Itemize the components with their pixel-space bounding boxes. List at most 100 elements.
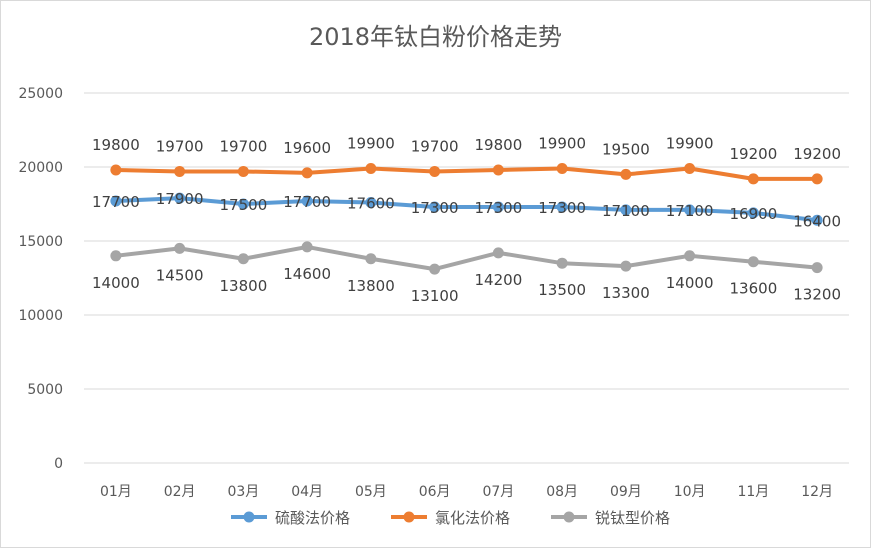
data-point: [110, 195, 122, 207]
data-label: 14000: [92, 274, 140, 292]
data-point: [365, 253, 377, 265]
data-point: [174, 192, 186, 204]
data-point: [811, 262, 823, 274]
data-label: 19900: [666, 134, 714, 152]
gridlines: [84, 92, 849, 464]
data-label: 19200: [793, 145, 841, 163]
data-label: 14600: [283, 265, 331, 283]
data-label: 13200: [793, 286, 841, 304]
series-1: [110, 192, 823, 226]
data-label: 17100: [602, 202, 650, 220]
data-point: [684, 250, 696, 262]
legend-label: 氯化法价格: [435, 509, 510, 527]
series-2: [110, 162, 823, 185]
data-point: [620, 260, 632, 272]
y-tick-label: 25000: [18, 86, 63, 102]
data-point: [556, 257, 568, 269]
series-line: [113, 196, 820, 223]
x-tick-label: 01月: [100, 484, 132, 500]
y-tick-label: 15000: [18, 234, 63, 250]
data-label: 14500: [156, 266, 204, 284]
data-label: 13800: [347, 277, 395, 295]
data-point: [365, 162, 377, 174]
data-label: 19500: [602, 140, 650, 158]
legend-swatch-marker: [403, 511, 415, 523]
series-line: [113, 244, 820, 272]
y-tick-label: 20000: [18, 160, 63, 176]
data-point: [684, 204, 696, 216]
data-point: [747, 207, 759, 219]
x-axis-ticks: 01月 02月 03月 04月 05月 06月 07月 08月 09月 10月 11月 12月: [100, 484, 833, 500]
data-label: 13800: [220, 277, 268, 295]
y-axis-ticks: 0 5000 10000 15000 20000 25000: [18, 86, 63, 472]
data-label: 19700: [156, 137, 204, 155]
x-tick-label: 05月: [355, 484, 387, 500]
x-tick-label: 11月: [737, 484, 769, 500]
data-label: 16900: [730, 205, 778, 223]
legend-label: 硫酸法价格: [275, 509, 350, 527]
data-label: 19700: [220, 137, 268, 155]
data-point: [301, 195, 313, 207]
data-label: 17300: [411, 199, 459, 217]
data-point: [110, 164, 122, 176]
data-label: 19900: [347, 134, 395, 152]
data-point: [110, 250, 122, 262]
series-3: [110, 241, 823, 275]
legend-swatch-marker: [563, 511, 575, 523]
data-label: 17500: [220, 196, 268, 214]
x-tick-label: 02月: [164, 484, 196, 500]
x-tick-label: 12月: [801, 484, 833, 500]
data-label: 17300: [475, 199, 523, 217]
data-point: [174, 165, 186, 177]
legend-item: 锐钛型价格: [551, 509, 670, 527]
data-label: 17700: [283, 193, 331, 211]
data-label: 19800: [92, 136, 140, 154]
data-point: [429, 165, 441, 177]
data-label: 19600: [283, 139, 331, 157]
legend: 硫酸法价格 氯化法价格 锐钛型价格: [231, 509, 670, 527]
series-line: [113, 166, 820, 181]
data-point: [174, 242, 186, 254]
legend-item: 硫酸法价格: [231, 509, 350, 527]
data-point: [492, 247, 504, 259]
data-point: [556, 162, 568, 174]
x-tick-label: 04月: [291, 484, 323, 500]
series-layer: [110, 162, 823, 275]
data-point: [747, 256, 759, 268]
legend-item: 氯化法价格: [391, 509, 510, 527]
data-point: [620, 204, 632, 216]
data-point: [237, 253, 249, 265]
x-tick-label: 03月: [227, 484, 259, 500]
legend-swatch-marker: [243, 511, 255, 523]
data-point: [237, 165, 249, 177]
data-point: [429, 201, 441, 213]
data-label: 17900: [156, 190, 204, 208]
data-point: [811, 214, 823, 226]
data-label: 17600: [347, 195, 395, 213]
data-point: [365, 197, 377, 209]
data-point: [747, 173, 759, 185]
data-point: [492, 201, 504, 213]
y-tick-label: 5000: [27, 382, 63, 398]
x-tick-label: 09月: [610, 484, 642, 500]
data-point: [620, 168, 632, 180]
data-point: [556, 201, 568, 213]
data-label: 13500: [538, 281, 586, 299]
data-label: 14000: [666, 274, 714, 292]
data-label: 13600: [730, 280, 778, 298]
x-tick-label: 08月: [546, 484, 578, 500]
legend-label: 锐钛型价格: [595, 509, 670, 527]
data-point: [684, 162, 696, 174]
data-label: 17100: [666, 202, 714, 220]
x-tick-label: 06月: [419, 484, 451, 500]
data-label: 13100: [411, 287, 459, 305]
data-label: 13300: [602, 284, 650, 302]
data-label: 19900: [538, 134, 586, 152]
data-point: [301, 241, 313, 253]
data-label: 17700: [92, 193, 140, 211]
data-point: [811, 173, 823, 185]
data-point: [429, 263, 441, 275]
data-label: 19200: [730, 145, 778, 163]
